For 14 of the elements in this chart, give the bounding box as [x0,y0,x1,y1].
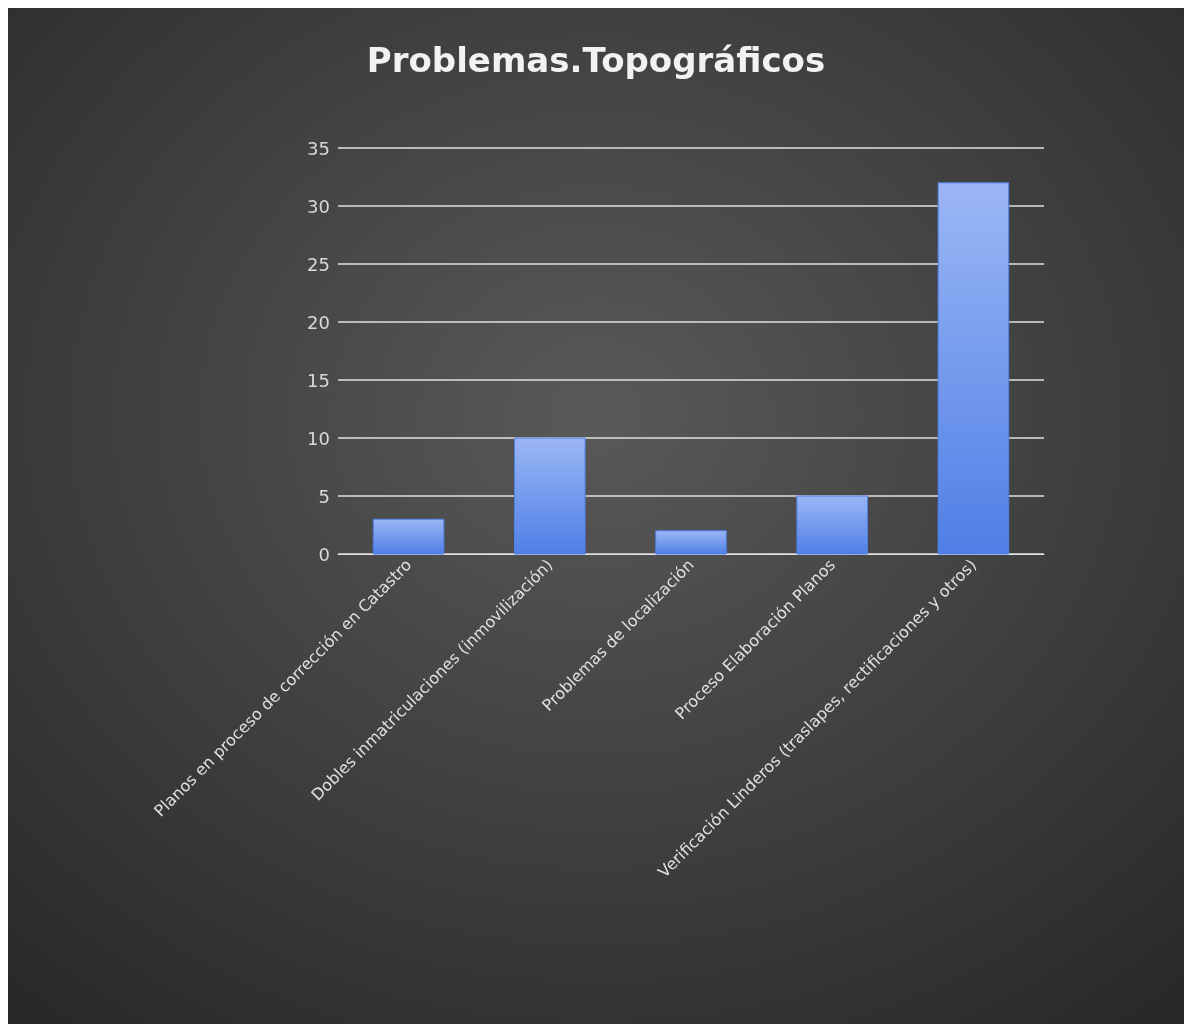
y-tick-label: 20 [307,311,330,333]
y-tick-label: 10 [307,427,330,449]
bar [655,530,727,555]
bar [937,182,1010,555]
bar [372,518,445,555]
y-tick-label: 5 [318,485,330,507]
bar [514,437,586,555]
chart-title: Problemas.Topográficos [366,40,826,80]
y-tick-label: 35 [307,137,330,159]
y-tick-label: 30 [307,195,330,217]
y-tick-label: 15 [307,369,330,391]
y-tick-label: 0 [318,543,330,565]
bar [796,495,868,555]
y-tick-label: 25 [307,253,330,275]
